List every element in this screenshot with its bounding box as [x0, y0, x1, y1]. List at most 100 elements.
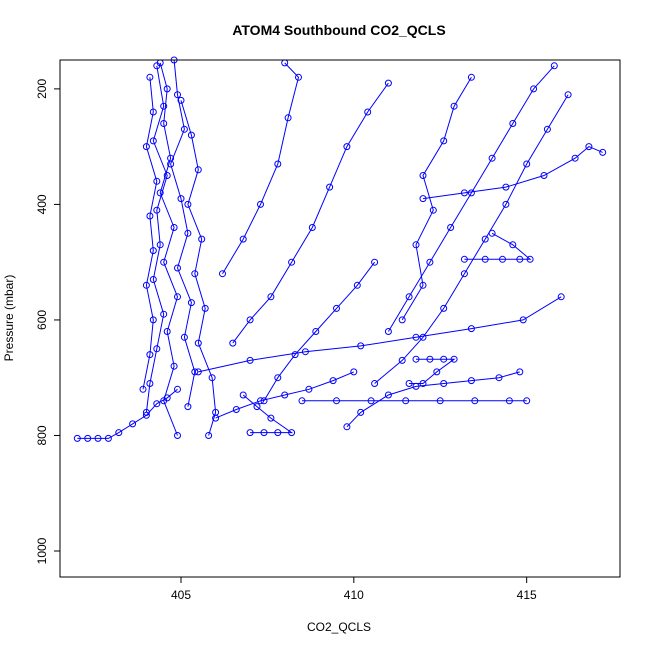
data-point	[149, 108, 157, 116]
data-point	[177, 195, 185, 203]
data-point	[184, 229, 192, 237]
data-point	[343, 143, 351, 151]
data-point	[174, 264, 181, 272]
series-line	[215, 371, 354, 419]
data-point	[357, 408, 365, 416]
data-point	[412, 333, 420, 341]
data-point	[402, 397, 410, 405]
series-0	[156, 59, 181, 439]
series-13	[384, 62, 558, 335]
data-point	[447, 224, 455, 231]
data-point	[450, 355, 458, 363]
data-point	[509, 120, 517, 127]
data-point	[187, 131, 195, 139]
data-point	[440, 137, 448, 145]
data-point	[571, 154, 579, 162]
data-point	[519, 316, 527, 324]
data-point	[471, 397, 479, 405]
data-point	[433, 368, 441, 376]
series-line	[422, 146, 603, 200]
data-point	[160, 120, 168, 127]
data-point	[557, 293, 565, 301]
data-point	[426, 355, 434, 363]
data-point	[405, 380, 413, 387]
series-19	[212, 368, 358, 422]
data-point	[467, 189, 475, 197]
data-point	[229, 339, 237, 347]
series-line	[409, 358, 456, 384]
data-point	[149, 247, 157, 255]
data-point	[201, 304, 209, 312]
data-point	[481, 235, 489, 243]
data-point	[440, 304, 448, 312]
data-point	[502, 200, 510, 208]
data-point	[419, 281, 427, 289]
data-point	[208, 374, 216, 382]
series-line	[242, 394, 294, 434]
data-point	[495, 374, 503, 382]
data-point	[305, 385, 313, 393]
data-point	[398, 316, 406, 324]
series-6	[219, 59, 302, 278]
data-point	[450, 102, 458, 110]
data-point	[129, 420, 137, 428]
data-point	[312, 328, 320, 335]
data-point	[291, 351, 299, 359]
data-point	[436, 397, 444, 405]
data-point	[284, 114, 292, 122]
data-point	[160, 310, 168, 318]
series-line	[387, 65, 555, 332]
series-4	[177, 96, 220, 439]
data-point	[142, 411, 150, 419]
data-point	[170, 362, 178, 370]
data-point	[460, 189, 468, 197]
series-line	[401, 77, 472, 321]
series-layer	[73, 56, 607, 442]
data-point	[267, 414, 275, 422]
data-point	[194, 339, 202, 347]
data-point	[467, 377, 475, 385]
series-14	[398, 73, 475, 324]
data-point	[194, 368, 202, 376]
data-point	[350, 368, 358, 376]
data-point	[160, 258, 168, 266]
data-point	[170, 224, 178, 231]
series-line	[180, 100, 217, 436]
data-point	[564, 91, 572, 99]
data-point	[167, 160, 175, 168]
data-point	[153, 62, 161, 70]
data-point	[274, 160, 282, 168]
data-point	[371, 380, 379, 387]
data-point	[239, 391, 247, 399]
data-point	[333, 304, 340, 312]
data-point	[146, 73, 154, 81]
data-point	[467, 73, 475, 81]
data-point	[163, 85, 171, 93]
data-point	[419, 172, 427, 179]
data-point	[163, 172, 171, 179]
data-point	[367, 397, 375, 405]
series-17	[194, 293, 565, 376]
data-point	[163, 394, 171, 402]
data-point	[174, 432, 181, 439]
data-point	[84, 434, 92, 442]
data-point	[239, 235, 247, 243]
y-tick-label: 800	[35, 425, 49, 445]
data-point	[260, 429, 268, 437]
y-tick-label: 1000	[35, 537, 49, 564]
series-16	[405, 355, 458, 387]
data-point	[308, 224, 316, 231]
data-point	[412, 355, 420, 363]
x-tick-label: 410	[344, 588, 364, 602]
data-point	[149, 316, 157, 324]
data-point	[174, 293, 181, 301]
data-point	[139, 385, 147, 393]
data-point	[440, 355, 448, 363]
data-point	[429, 206, 437, 214]
data-point	[160, 102, 168, 110]
chart-title: ATOM4 Southbound CO2_QCLS	[232, 22, 445, 38]
data-point	[153, 400, 161, 408]
data-point	[550, 62, 558, 70]
data-point	[585, 143, 593, 151]
data-point	[232, 406, 240, 413]
